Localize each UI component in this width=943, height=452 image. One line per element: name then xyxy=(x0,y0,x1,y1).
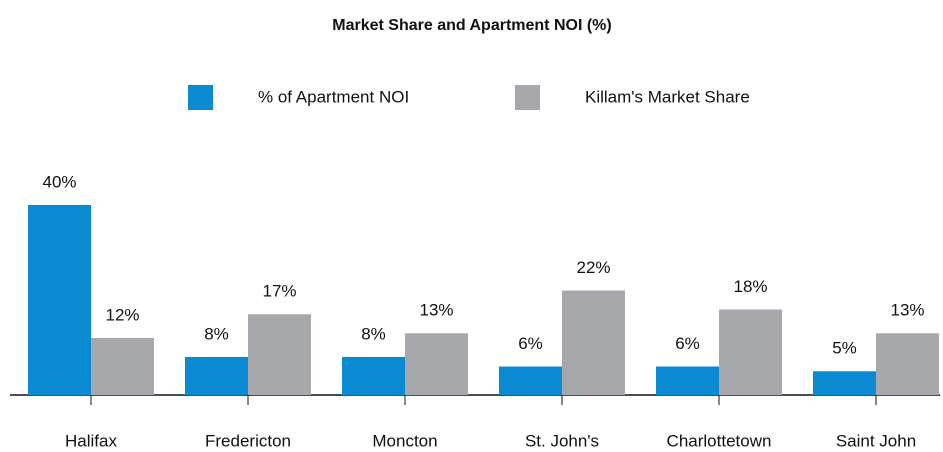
legend-swatch xyxy=(188,85,213,110)
x-tick-label: Moncton xyxy=(372,431,437,450)
value-label: 8% xyxy=(204,324,229,343)
bar xyxy=(876,333,939,395)
bar xyxy=(248,314,311,395)
chart-title: Market Share and Apartment NOI (%) xyxy=(332,17,611,34)
bar xyxy=(562,290,625,395)
bar xyxy=(342,357,405,395)
x-tick-label: Fredericton xyxy=(205,431,291,450)
bar xyxy=(91,338,154,395)
value-label: 40% xyxy=(42,172,76,191)
value-label: 5% xyxy=(832,339,857,358)
value-label: 17% xyxy=(262,282,296,301)
value-label: 6% xyxy=(518,334,543,353)
legend-label: % of Apartment NOI xyxy=(258,87,409,106)
bar xyxy=(719,309,782,395)
legend-label: Killam's Market Share xyxy=(585,87,750,106)
value-label: 12% xyxy=(105,305,139,324)
value-label: 18% xyxy=(733,277,767,296)
x-tick-label: Halifax xyxy=(65,431,117,450)
bar xyxy=(28,205,91,395)
bar xyxy=(499,366,562,395)
bar xyxy=(656,366,719,395)
value-label: 13% xyxy=(419,301,453,320)
value-label: 6% xyxy=(675,334,700,353)
bar xyxy=(813,371,876,395)
x-tick-label: St. John's xyxy=(525,431,599,450)
value-label: 13% xyxy=(890,301,924,320)
value-label: 8% xyxy=(361,324,386,343)
value-label: 22% xyxy=(576,258,610,277)
bar xyxy=(405,333,468,395)
bar xyxy=(185,357,248,395)
x-tick-label: Saint John xyxy=(836,431,916,450)
legend-swatch xyxy=(515,85,540,110)
x-tick-label: Charlottetown xyxy=(667,431,772,450)
